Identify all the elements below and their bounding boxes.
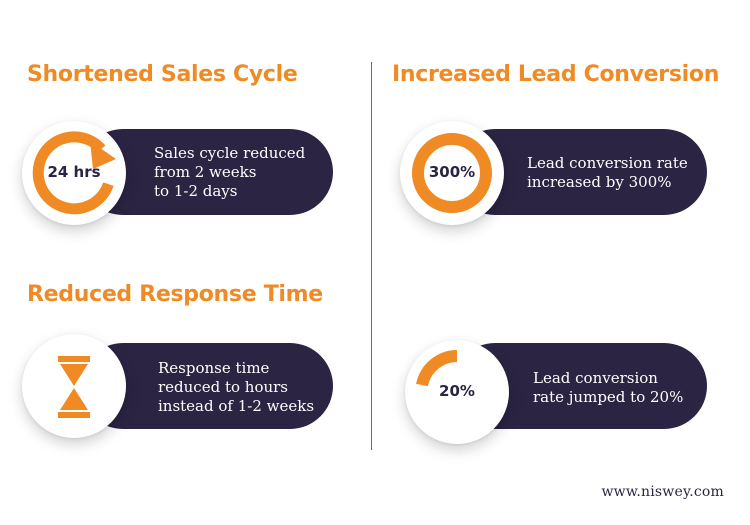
response-time-badge: [22, 334, 126, 438]
sales-cycle-badge: 24 hrs: [22, 121, 126, 225]
lead-conversion-badge-label: 300%: [428, 163, 476, 181]
sales-cycle-badge-label: 24 hrs: [47, 163, 101, 181]
vertical-divider: [371, 62, 372, 450]
hourglass-icon: [58, 356, 90, 418]
lead-conversion-line-2: increased by 300%: [527, 173, 672, 191]
lead-rate-line-1: Lead conversion: [533, 369, 658, 387]
circular-arrow-icon: [32, 131, 116, 215]
sales-cycle-text: Sales cycle reduced from 2 weeks to 1-2 …: [154, 144, 305, 201]
response-time-line-2: reduced to hours: [158, 378, 289, 396]
response-time-text: Response time reduced to hours instead o…: [158, 359, 314, 416]
sales-cycle-title: Shortened Sales Cycle: [27, 62, 298, 87]
lead-rate-text: Lead conversion rate jumped to 20%: [533, 369, 683, 407]
sales-cycle-line-1: Sales cycle reduced: [154, 144, 306, 162]
lead-conversion-line-1: Lead conversion rate: [527, 154, 688, 172]
response-time-line-1: Response time: [158, 359, 270, 377]
lead-conversion-badge: 300%: [400, 121, 504, 225]
quarter-arc-icon: [416, 350, 458, 387]
lead-rate-badge: 20%: [405, 340, 509, 444]
footer-url: www.niswey.com: [601, 484, 724, 500]
response-time-title: Reduced Response Time: [27, 282, 323, 307]
sales-cycle-line-3: to 1-2 days: [154, 182, 238, 200]
sales-cycle-line-2: from 2 weeks: [154, 163, 257, 181]
lead-conversion-title: Increased Lead Conversion: [392, 62, 720, 87]
lead-rate-badge-label: 20%: [439, 382, 475, 400]
lead-conversion-text: Lead conversion rate increased by 300%: [527, 154, 688, 192]
lead-rate-line-2: rate jumped to 20%: [533, 388, 684, 406]
response-time-line-3: instead of 1-2 weeks: [158, 397, 315, 415]
ring-icon: [412, 133, 492, 213]
